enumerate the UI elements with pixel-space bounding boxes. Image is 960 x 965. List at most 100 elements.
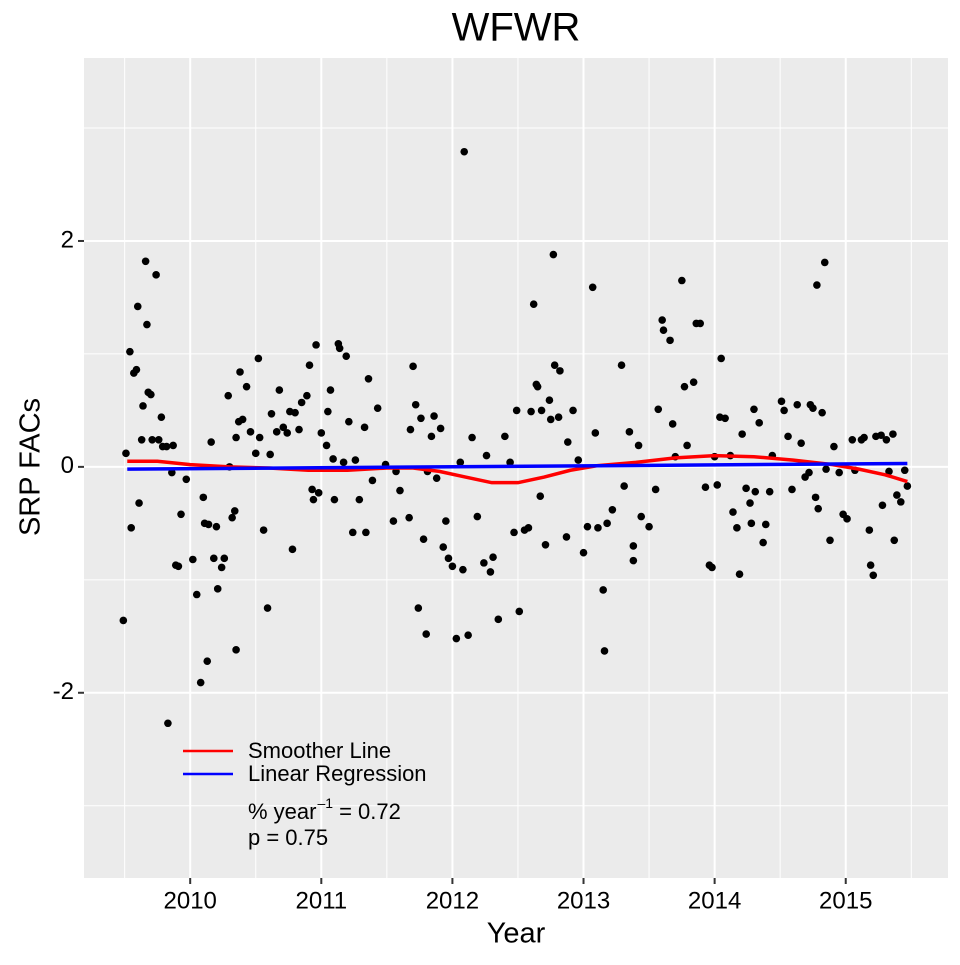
data-point [835,468,843,477]
data-point [588,283,597,292]
data-point [355,495,364,504]
data-point [182,475,191,484]
data-point [865,526,874,534]
data-point [314,489,323,497]
data-point [666,336,674,345]
data-point [813,281,821,289]
x-axis-label: Year [487,918,546,950]
data-point [442,517,450,525]
data-point [680,382,689,391]
data-point [878,501,887,510]
data-point [324,407,332,416]
annotation: p = 0.75 [248,825,328,850]
data-point [203,657,212,665]
data-point [251,449,260,458]
annotation-part: p = 0.75 [248,825,328,850]
data-point [579,548,588,557]
data-point [329,455,337,463]
data-point [822,465,830,473]
x-tick-label: 2011 [296,887,348,914]
data-point [135,499,143,507]
data-point [419,535,428,543]
data-point [860,433,868,442]
data-point [554,413,563,421]
data-point [448,562,457,571]
data-point [729,508,737,516]
data-point [524,524,533,532]
data-point [537,406,546,415]
data-point [330,495,339,504]
data-point [199,493,208,502]
data-point [275,386,284,394]
data-point [784,432,792,441]
data-point [389,517,398,525]
data-point [501,432,509,441]
data-point [600,647,609,655]
x-tick-label: 2014 [688,887,741,914]
data-point [629,542,638,550]
series-line [127,461,908,471]
data-point [574,456,583,464]
data-point [563,438,572,446]
data-point [793,400,802,409]
data-point [696,319,705,328]
data-point [192,590,201,599]
data-point [637,512,646,521]
data-point [903,482,912,490]
data-point [139,402,147,410]
data-point [733,524,741,532]
data-point [345,417,353,426]
data-point [658,316,666,324]
data-point [617,361,626,370]
data-point [468,433,476,442]
data-point [625,428,634,436]
data-point [583,522,592,531]
data-point [900,466,909,475]
data-point [232,433,240,442]
data-point [489,553,497,562]
data-point [436,424,445,433]
data-point [297,398,306,407]
x-tick-label: 2012 [426,887,479,914]
data-point [279,423,288,432]
data-point [291,408,299,417]
data-point [444,554,453,563]
data-point [217,563,226,572]
data-point [266,450,274,459]
data-point [713,481,722,489]
data-point [717,354,725,363]
data-point [348,528,357,537]
data-point [645,522,653,531]
data-point [312,341,320,349]
data-point [295,425,303,434]
data-point [207,438,215,446]
data-point [204,520,213,529]
data-point [456,458,465,467]
data-point [267,409,276,418]
data-point [427,432,436,441]
data-point [309,495,318,504]
data-point [452,634,461,643]
data-point [406,425,415,434]
data-point [230,507,239,515]
data-point [761,520,770,529]
data-point [897,498,905,506]
data-point [759,538,767,547]
data-point [755,419,764,427]
data-point [127,524,135,532]
data-point [368,476,377,485]
data-point [818,408,826,417]
data-point [512,406,521,415]
annotation: % year–1 = 0.72 [248,795,401,824]
data-point [735,570,744,578]
x-tick-label: 2013 [557,887,610,914]
data-point [893,491,901,499]
data-point [527,407,535,416]
data-point [432,474,441,482]
data-point [132,365,141,374]
data-point [654,405,663,414]
data-point [480,559,488,567]
annotation-part: % year [248,799,316,824]
data-point [147,390,155,399]
data-point [409,362,417,371]
